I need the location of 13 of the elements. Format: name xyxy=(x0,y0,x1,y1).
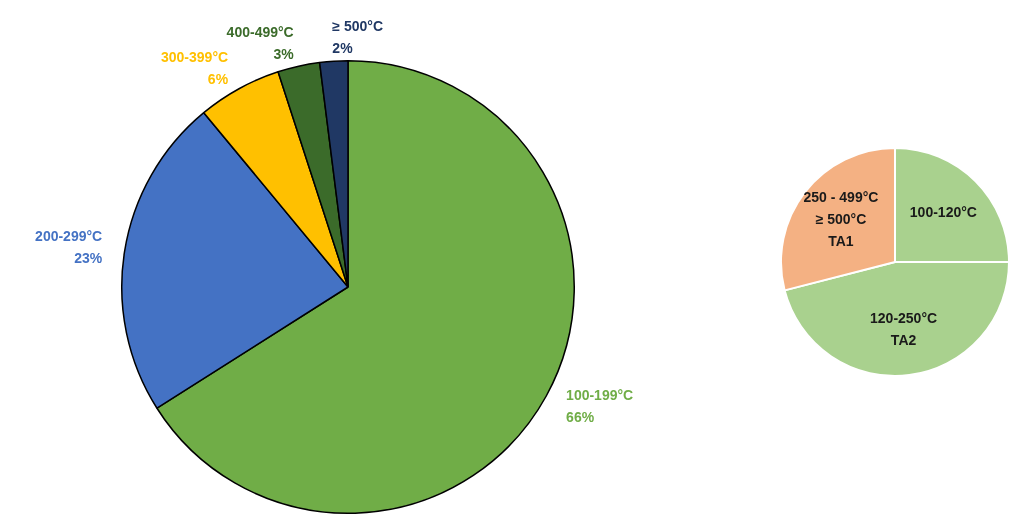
slice-label: ≥ 500°C xyxy=(332,18,384,35)
data-label: 6% xyxy=(207,70,229,87)
slice-label: 300-399°C xyxy=(161,48,229,65)
data-label: 3% xyxy=(273,45,295,62)
data-label: 66% xyxy=(566,408,595,425)
data-label: 23% xyxy=(74,249,103,266)
slice-label: 400-499°C xyxy=(226,23,294,40)
slice-label: 200-299°C xyxy=(35,227,103,244)
slice-label: 120-250°C TA2 xyxy=(870,309,938,348)
slice-label: 100-120°C xyxy=(909,204,977,221)
slice-label: 100-199°C xyxy=(566,386,634,403)
data-label: 2% xyxy=(332,40,354,57)
slice-label: 250 - 499°C ≥ 500°C TA1 xyxy=(803,188,879,249)
